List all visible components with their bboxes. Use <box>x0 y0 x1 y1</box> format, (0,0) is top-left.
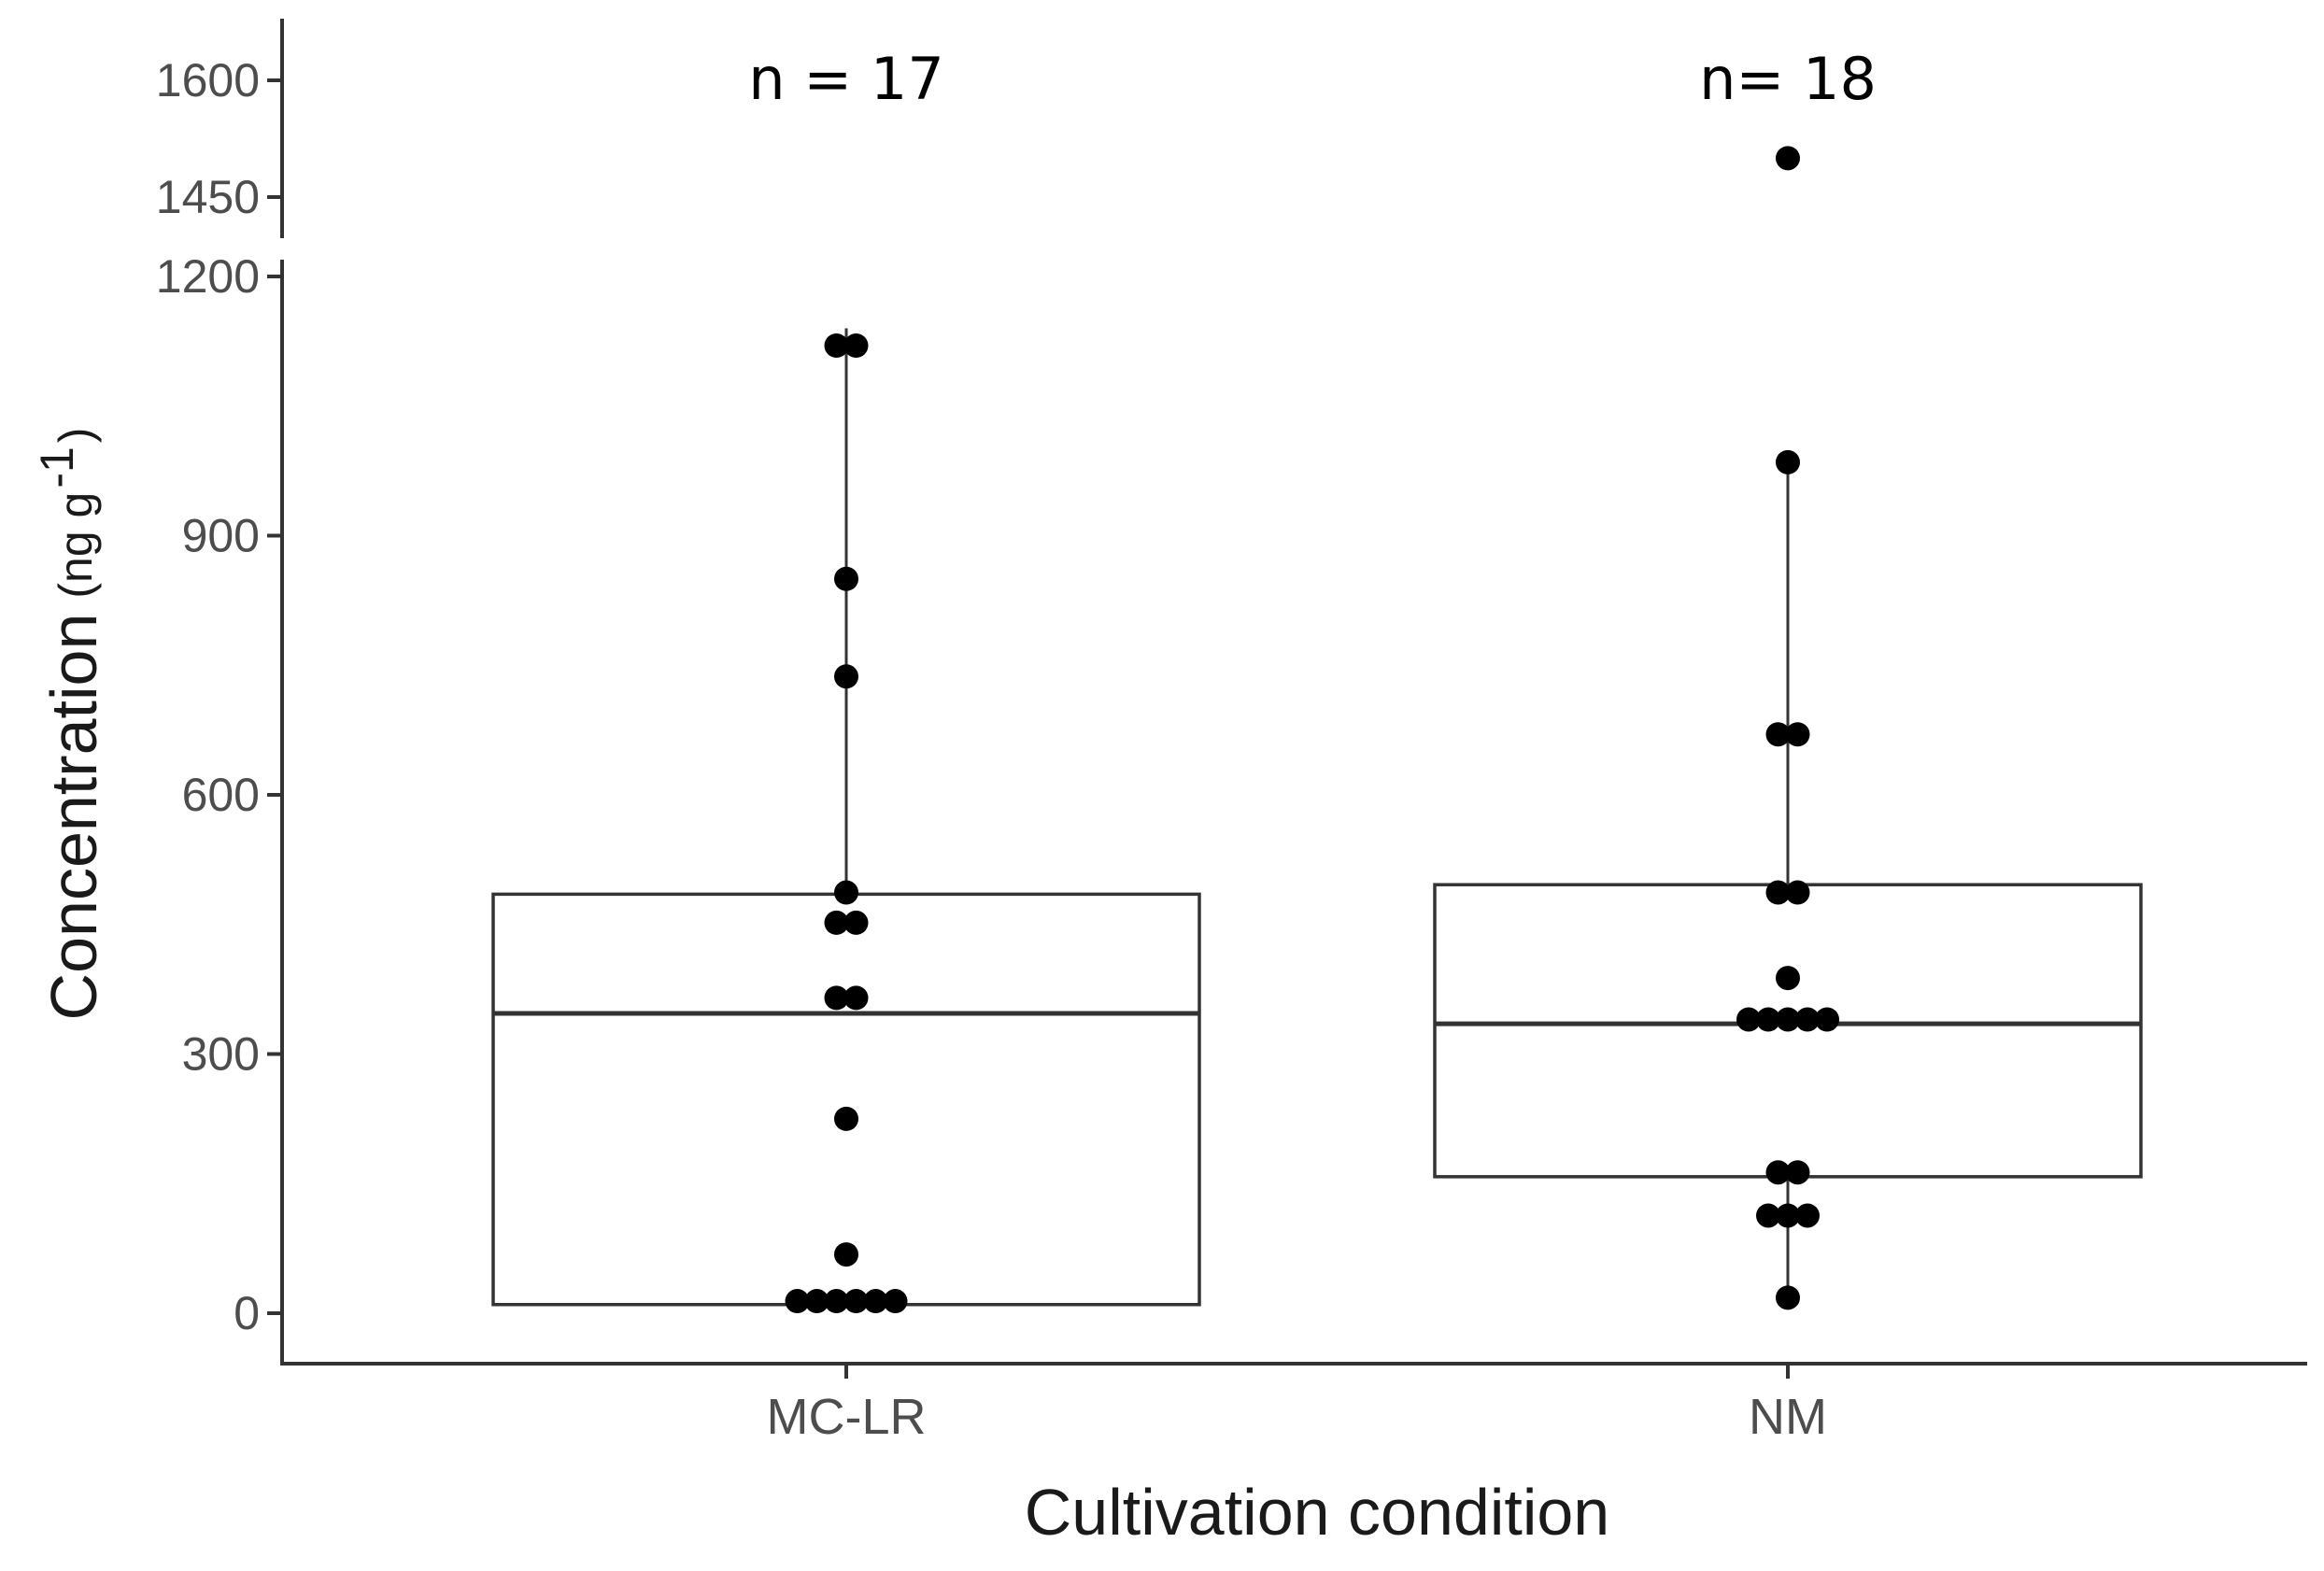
data-point <box>1765 880 1791 905</box>
x-tick-label: NM <box>1749 1389 1827 1445</box>
data-point <box>1785 1160 1810 1185</box>
data-point <box>834 1106 858 1131</box>
data-point <box>1756 1203 1780 1228</box>
data-point <box>1776 966 1800 991</box>
box-iqr <box>491 892 1201 1307</box>
sample-size-label: n= 18 <box>1699 45 1877 113</box>
data-point <box>834 1242 858 1267</box>
y-axis-title-text: Concentration <box>37 614 110 1021</box>
data-point <box>1815 1007 1839 1032</box>
y-tick-label: 1450 <box>156 171 260 223</box>
data-point <box>824 910 849 935</box>
y-axis-unit-suffix: ) <box>50 428 102 444</box>
y-axis-unit-superscript: -1 <box>31 446 83 488</box>
data-point <box>1776 1203 1800 1228</box>
data-point <box>1756 1007 1780 1032</box>
plot-area: 0 300 600 900 1200 1450 1600 MC-LR n = 17 NM n= 18 <box>156 19 2307 1445</box>
data-point <box>1776 1007 1800 1032</box>
data-point <box>843 910 869 935</box>
x-axis-title: Cultivation condition <box>1025 1476 1609 1549</box>
x-tick-label: MC-LR <box>767 1389 927 1445</box>
data-point <box>1776 449 1800 474</box>
data-point <box>824 985 849 1011</box>
y-tick-label: 900 <box>182 510 260 562</box>
y-tick-label: 600 <box>182 769 260 821</box>
y-axis-title: Concentration (ng g -1 ) <box>31 428 110 1021</box>
data-point <box>804 1289 829 1314</box>
y-tick-label: 1600 <box>156 54 260 106</box>
data-point <box>1795 1203 1820 1228</box>
y-tick-label: 1200 <box>156 250 260 303</box>
data-point <box>863 1289 888 1314</box>
data-point <box>824 333 849 358</box>
data-point <box>824 1289 849 1314</box>
data-point <box>1765 722 1791 747</box>
data-point <box>1776 1285 1800 1310</box>
data-point <box>1765 1160 1791 1185</box>
data-point <box>834 664 858 689</box>
data-point <box>1776 146 1800 171</box>
y-axis-unit-prefix: (ng g <box>50 492 102 599</box>
data-point <box>834 880 858 905</box>
data-point <box>1785 880 1810 905</box>
data-point <box>1795 1007 1820 1032</box>
data-point <box>843 985 869 1011</box>
y-tick-label: 0 <box>234 1287 260 1339</box>
svg-text:Concentration (ng g: Concentration (ng g -1 ) <box>31 428 110 1021</box>
data-point <box>843 333 869 358</box>
data-point <box>1785 722 1810 747</box>
data-point <box>843 1289 869 1314</box>
data-point <box>834 566 858 591</box>
data-point <box>785 1289 810 1314</box>
y-tick-label: 300 <box>182 1028 260 1081</box>
sample-size-label: n = 17 <box>748 45 944 113</box>
data-point <box>883 1289 908 1314</box>
data-point <box>1736 1007 1761 1032</box>
